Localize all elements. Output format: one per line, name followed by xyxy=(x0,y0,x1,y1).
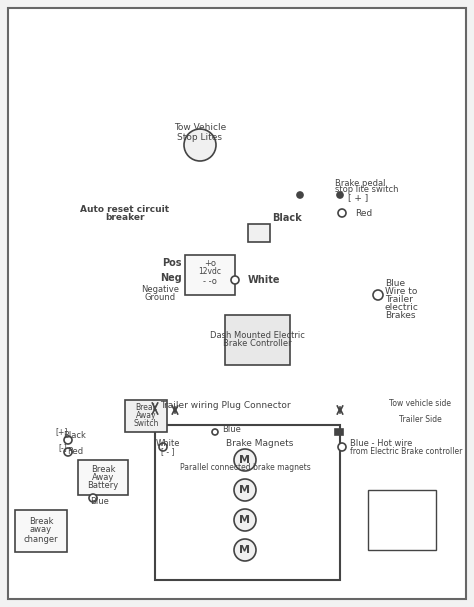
Circle shape xyxy=(234,539,256,561)
Text: White: White xyxy=(248,275,281,285)
Text: Red: Red xyxy=(67,447,83,456)
Text: Tow vehicle side: Tow vehicle side xyxy=(389,399,451,407)
Circle shape xyxy=(337,192,343,198)
Text: Away: Away xyxy=(92,472,114,481)
Bar xyxy=(155,425,340,580)
Text: [-]: [-] xyxy=(59,444,67,452)
Circle shape xyxy=(297,192,303,198)
Text: Brakes: Brakes xyxy=(385,311,416,320)
Bar xyxy=(248,224,270,242)
Text: M: M xyxy=(239,485,250,495)
Circle shape xyxy=(64,448,72,456)
Bar xyxy=(225,315,290,365)
Circle shape xyxy=(184,129,216,161)
Text: M: M xyxy=(239,455,250,465)
Circle shape xyxy=(234,479,256,501)
Bar xyxy=(335,429,343,435)
Text: Neg: Neg xyxy=(160,273,182,283)
Text: Black: Black xyxy=(272,213,302,223)
Text: Blue: Blue xyxy=(222,426,241,435)
Text: Break: Break xyxy=(91,464,115,473)
Bar xyxy=(368,490,436,550)
Text: Pos: Pos xyxy=(163,258,182,268)
Text: Brake Controller: Brake Controller xyxy=(223,339,292,348)
Text: Battery: Battery xyxy=(87,481,118,489)
Text: [+]: [+] xyxy=(56,427,68,436)
Text: Brake pedal: Brake pedal xyxy=(335,178,385,188)
Circle shape xyxy=(234,449,256,471)
Text: Ground: Ground xyxy=(145,294,175,302)
Circle shape xyxy=(159,443,167,451)
Text: breaker: breaker xyxy=(105,214,145,223)
Text: +o: +o xyxy=(204,259,216,268)
Text: Black: Black xyxy=(64,432,86,441)
Bar xyxy=(185,255,235,295)
Text: Trailer Side: Trailer Side xyxy=(399,416,441,424)
Circle shape xyxy=(373,290,383,300)
Text: stop lite switch: stop lite switch xyxy=(335,186,399,194)
Text: Blue: Blue xyxy=(91,498,109,506)
Circle shape xyxy=(338,443,346,451)
Circle shape xyxy=(234,509,256,531)
Text: Wire to: Wire to xyxy=(385,288,418,296)
Text: Away: Away xyxy=(136,412,156,421)
Text: Blue - Hot wire: Blue - Hot wire xyxy=(350,438,412,447)
Text: [ + ]: [ + ] xyxy=(348,194,368,203)
Text: - -o: - -o xyxy=(203,277,217,285)
Bar xyxy=(15,510,67,552)
Text: Negative: Negative xyxy=(141,285,179,294)
Text: Trailer wiring Plug Connector: Trailer wiring Plug Connector xyxy=(160,401,290,410)
Text: Trailer: Trailer xyxy=(385,296,413,305)
Text: M: M xyxy=(239,515,250,525)
Circle shape xyxy=(64,436,72,444)
Text: M: M xyxy=(239,545,250,555)
Text: White: White xyxy=(156,439,180,449)
Text: Switch: Switch xyxy=(133,419,159,429)
Text: 12vdc: 12vdc xyxy=(199,268,221,277)
Text: Red: Red xyxy=(355,208,372,217)
Text: Tow Vehicle: Tow Vehicle xyxy=(174,123,226,132)
Text: Dash Mounted Electric: Dash Mounted Electric xyxy=(210,330,304,339)
Bar xyxy=(125,400,167,432)
Text: from Electric Brake controller: from Electric Brake controller xyxy=(350,447,462,455)
Text: Parallel connected brake magnets: Parallel connected brake magnets xyxy=(180,464,310,472)
Text: changer: changer xyxy=(24,535,58,543)
Text: Stop Lites: Stop Lites xyxy=(177,132,222,141)
Text: electric: electric xyxy=(385,304,419,313)
Circle shape xyxy=(89,494,97,502)
Text: Break: Break xyxy=(135,404,157,413)
Circle shape xyxy=(231,276,239,284)
Text: away: away xyxy=(30,526,52,535)
Circle shape xyxy=(212,429,218,435)
Text: Brake Magnets: Brake Magnets xyxy=(226,438,294,447)
Bar xyxy=(78,460,128,495)
Text: Break: Break xyxy=(29,517,53,526)
Text: [ - ]: [ - ] xyxy=(161,447,175,456)
Circle shape xyxy=(338,209,346,217)
Text: Auto reset circuit: Auto reset circuit xyxy=(81,206,170,214)
Text: Blue: Blue xyxy=(385,279,405,288)
